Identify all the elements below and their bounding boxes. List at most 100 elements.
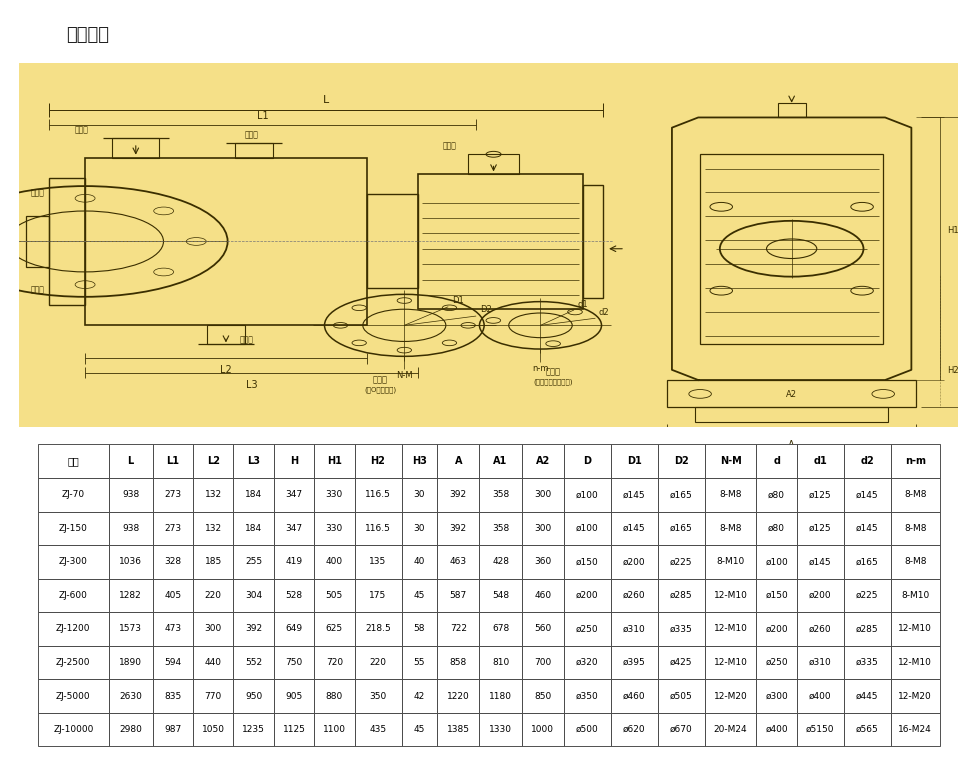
Text: 419: 419 — [286, 558, 303, 566]
Bar — [522, 545, 564, 578]
Bar — [705, 612, 756, 646]
Bar — [315, 612, 354, 646]
Bar — [315, 478, 354, 512]
Text: d2: d2 — [598, 308, 609, 317]
Text: ø225: ø225 — [670, 558, 692, 566]
Bar — [564, 680, 611, 713]
Bar — [274, 578, 315, 612]
Bar — [193, 545, 233, 578]
Text: 排油口: 排油口 — [443, 141, 457, 150]
Text: A1: A1 — [786, 447, 798, 456]
Bar — [705, 713, 756, 746]
Text: ø150: ø150 — [576, 558, 599, 566]
Text: 184: 184 — [245, 524, 262, 533]
Text: 进气口: 进气口 — [31, 189, 45, 198]
Text: ø200: ø200 — [766, 624, 788, 634]
Text: 405: 405 — [165, 591, 181, 600]
Text: 116.5: 116.5 — [365, 490, 391, 499]
Text: 330: 330 — [326, 524, 343, 533]
Bar — [38, 713, 108, 746]
Text: d1: d1 — [813, 456, 828, 466]
Text: 8-M10: 8-M10 — [901, 591, 929, 600]
Text: 300: 300 — [534, 524, 552, 533]
Text: D2: D2 — [480, 305, 492, 314]
Text: 938: 938 — [122, 490, 139, 499]
Bar — [891, 478, 940, 512]
Text: ø80: ø80 — [769, 490, 785, 499]
Text: N-M: N-M — [396, 371, 412, 380]
Bar — [108, 445, 153, 478]
Text: ø335: ø335 — [670, 624, 693, 634]
Bar — [49, 178, 85, 305]
Bar — [797, 612, 844, 646]
Text: n-m: n-m — [905, 456, 925, 466]
Text: 347: 347 — [286, 524, 303, 533]
Bar — [354, 680, 402, 713]
Text: ø250: ø250 — [576, 624, 599, 634]
Text: 1125: 1125 — [283, 725, 306, 734]
Text: ZJ-150: ZJ-150 — [59, 524, 88, 533]
Bar — [153, 612, 193, 646]
Text: ø200: ø200 — [576, 591, 599, 600]
Bar — [85, 157, 367, 325]
Bar — [844, 612, 891, 646]
Text: H3: H3 — [412, 456, 427, 466]
Bar — [438, 545, 479, 578]
Bar — [611, 478, 658, 512]
Bar — [438, 646, 479, 680]
Bar — [705, 478, 756, 512]
Text: 2630: 2630 — [119, 692, 142, 700]
Text: 135: 135 — [370, 558, 386, 566]
Bar — [402, 612, 438, 646]
Text: 1385: 1385 — [447, 725, 469, 734]
Bar — [695, 407, 888, 422]
Bar — [564, 578, 611, 612]
Bar — [153, 478, 193, 512]
Text: A2: A2 — [786, 390, 798, 399]
Text: 460: 460 — [534, 591, 552, 600]
Text: 排气口: 排气口 — [31, 285, 45, 295]
Bar — [402, 512, 438, 545]
Bar — [756, 646, 797, 680]
Bar — [667, 380, 916, 407]
Text: 30: 30 — [413, 490, 425, 499]
Text: 528: 528 — [286, 591, 303, 600]
Text: ø310: ø310 — [809, 658, 832, 667]
Text: ø5150: ø5150 — [806, 725, 834, 734]
Bar — [315, 646, 354, 680]
Text: ø200: ø200 — [623, 558, 646, 566]
Bar — [700, 154, 883, 344]
Text: 300: 300 — [204, 624, 222, 634]
Bar — [479, 478, 522, 512]
Bar — [153, 445, 193, 478]
Bar — [402, 445, 438, 478]
Text: 300: 300 — [534, 490, 552, 499]
Bar — [658, 646, 705, 680]
Text: ø565: ø565 — [856, 725, 879, 734]
Text: L2: L2 — [220, 365, 231, 376]
Text: ø505: ø505 — [670, 692, 693, 700]
Bar — [797, 646, 844, 680]
Bar — [233, 713, 274, 746]
Text: d: d — [773, 456, 780, 466]
Text: 30: 30 — [413, 524, 425, 533]
Text: 1330: 1330 — [489, 725, 512, 734]
Bar — [233, 578, 274, 612]
Bar — [705, 545, 756, 578]
Bar — [611, 680, 658, 713]
Text: 770: 770 — [204, 692, 222, 700]
Bar — [38, 445, 108, 478]
Text: 218.5: 218.5 — [365, 624, 391, 634]
Bar — [153, 713, 193, 746]
Text: 1220: 1220 — [447, 692, 469, 700]
Bar — [658, 545, 705, 578]
Text: ø260: ø260 — [623, 591, 646, 600]
Text: 8-M8: 8-M8 — [904, 524, 926, 533]
Text: 649: 649 — [286, 624, 303, 634]
Bar — [233, 478, 274, 512]
Bar — [891, 512, 940, 545]
Bar — [756, 445, 797, 478]
Bar — [658, 680, 705, 713]
Bar — [418, 174, 583, 308]
Text: 548: 548 — [492, 591, 509, 600]
